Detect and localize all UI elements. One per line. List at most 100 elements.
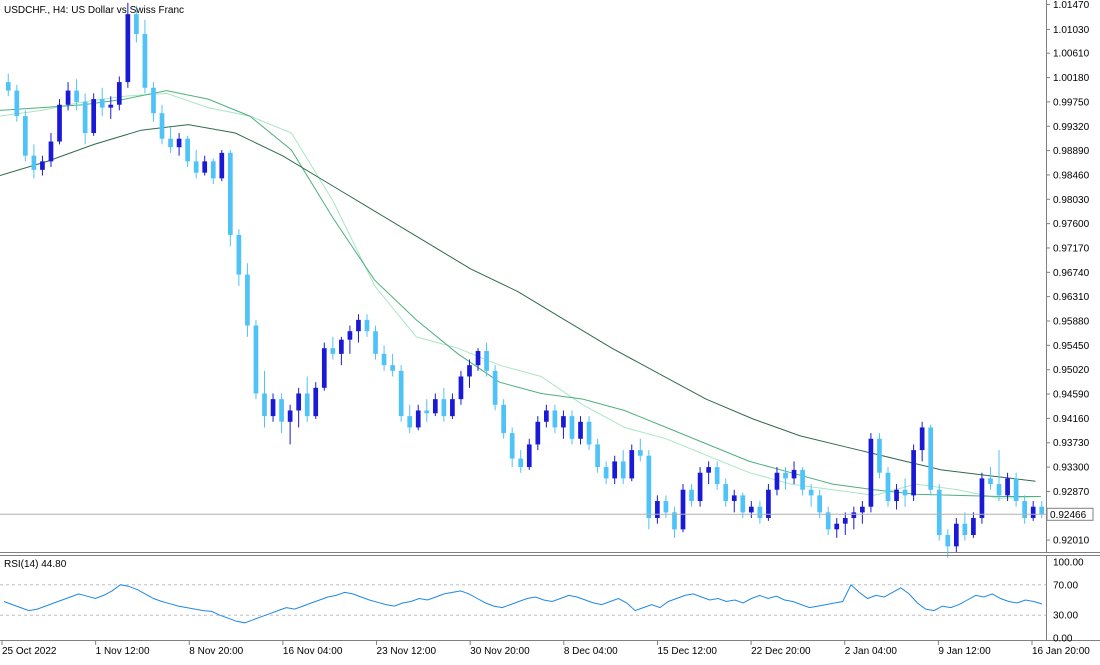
candle-body bbox=[706, 467, 711, 473]
candle-body bbox=[253, 325, 259, 394]
price-tick-label: 0.92010 bbox=[1053, 536, 1090, 547]
price-tick-label: 0.93730 bbox=[1053, 438, 1090, 449]
candle-body bbox=[245, 274, 250, 326]
price-tick-label: 0.96740 bbox=[1053, 268, 1090, 279]
rsi-tick-label: 70.00 bbox=[1053, 580, 1078, 591]
rsi-title: RSI(14) 44.80 bbox=[4, 559, 67, 570]
price-tick-label: 0.99750 bbox=[1053, 97, 1090, 108]
price-tick-label: 1.00610 bbox=[1053, 49, 1090, 60]
candle-body bbox=[1030, 506, 1036, 519]
candle-body bbox=[373, 331, 378, 354]
candle-body bbox=[774, 472, 780, 490]
candle-body bbox=[689, 489, 694, 502]
candle-body bbox=[953, 523, 959, 547]
candle-body bbox=[603, 467, 609, 479]
candle-body bbox=[757, 506, 763, 519]
chart-title: USDCHF., H4: US Dollar vs Swiss Franc bbox=[4, 5, 184, 16]
candle-body bbox=[800, 469, 805, 490]
candle-body bbox=[31, 155, 37, 170]
candle-body bbox=[193, 161, 199, 173]
moving-average-line-3 bbox=[0, 124, 1036, 482]
candle-body bbox=[817, 495, 823, 513]
price-tick-label: 0.94160 bbox=[1053, 414, 1090, 425]
candle-body bbox=[902, 489, 908, 496]
price-tick-label: 1.01030 bbox=[1053, 25, 1090, 36]
candle-body bbox=[663, 501, 669, 513]
candle-body bbox=[313, 387, 319, 417]
candle-body bbox=[23, 116, 28, 156]
candle-body bbox=[791, 469, 797, 479]
candle-body bbox=[501, 404, 506, 434]
candle-body bbox=[646, 455, 652, 519]
candle-body bbox=[467, 365, 472, 377]
time-tick-label: 30 Nov 20:00 bbox=[470, 646, 530, 657]
candle-body bbox=[125, 14, 131, 83]
candle-body bbox=[655, 501, 660, 519]
candle-body bbox=[210, 161, 216, 179]
price-tick-label: 0.98460 bbox=[1053, 170, 1090, 181]
candle-body bbox=[561, 416, 566, 428]
price-tick-label: 0.98030 bbox=[1053, 195, 1090, 206]
candle-body bbox=[339, 339, 344, 354]
candle-body bbox=[441, 399, 447, 417]
candle-body bbox=[851, 512, 857, 519]
candle-body bbox=[364, 319, 370, 332]
rsi-panel: 100.00 70.00 30.00 0.00 RSI(14) 44.80 bbox=[0, 555, 1100, 645]
candle-body bbox=[783, 472, 788, 479]
candle-body bbox=[134, 14, 139, 34]
candle-body bbox=[415, 410, 421, 428]
main-panel: 1.01470 1.01030 1.00610 1.00180 0.99750 0.993… bbox=[0, 0, 1100, 558]
rsi-axis: 100.00 70.00 30.00 0.00 bbox=[1053, 558, 1084, 645]
price-tick-label: 0.96310 bbox=[1053, 292, 1090, 303]
time-axis: 25 Oct 2022 1 Nov 12:00 8 Nov 20:00 16 Nov … bbox=[1, 640, 1090, 657]
candle-body bbox=[287, 410, 293, 422]
candle-body bbox=[424, 410, 430, 414]
candle-body bbox=[748, 506, 754, 513]
price-tick-label: 0.92870 bbox=[1053, 487, 1090, 498]
candle-body bbox=[808, 489, 814, 496]
current-price-label: 0.92466 bbox=[1050, 510, 1087, 521]
candle-body bbox=[116, 82, 122, 105]
candle-body bbox=[176, 138, 182, 148]
rsi-tick-label: 30.00 bbox=[1053, 611, 1078, 622]
candle-body bbox=[877, 438, 882, 473]
candle-body bbox=[57, 104, 62, 142]
candle-body bbox=[330, 348, 336, 354]
rsi-tick-label: 0.00 bbox=[1053, 634, 1073, 645]
price-tick-label: 1.01470 bbox=[1053, 0, 1090, 11]
rsi-tick-label: 100.00 bbox=[1053, 558, 1084, 569]
candle-body bbox=[14, 90, 20, 117]
candle-body bbox=[1013, 478, 1019, 502]
candle-body bbox=[988, 478, 993, 485]
candle-body bbox=[620, 461, 626, 479]
candle-body bbox=[928, 427, 934, 490]
price-tick-label: 0.98890 bbox=[1053, 146, 1090, 157]
candle-body bbox=[279, 399, 284, 422]
candle-body bbox=[629, 450, 635, 479]
price-tick-label: 0.95020 bbox=[1053, 365, 1090, 376]
candle-body bbox=[492, 370, 498, 405]
candle-body bbox=[270, 399, 276, 417]
candle-body bbox=[5, 82, 11, 91]
price-tick-label: 0.95450 bbox=[1053, 341, 1090, 352]
rsi-line bbox=[3, 583, 1043, 624]
candle-body bbox=[1005, 478, 1010, 496]
candle-body bbox=[65, 90, 71, 105]
price-tick-label: 1.00180 bbox=[1053, 73, 1090, 84]
candle-body bbox=[979, 478, 985, 519]
candle-body bbox=[219, 152, 225, 179]
candle-body bbox=[672, 512, 677, 530]
candle-body bbox=[518, 458, 524, 468]
candle-body bbox=[1039, 506, 1045, 515]
candle-body bbox=[971, 518, 976, 536]
candle-body bbox=[578, 421, 583, 439]
candle-body bbox=[996, 484, 1002, 496]
time-tick-label: 16 Nov 04:00 bbox=[283, 646, 343, 657]
time-tick-label: 23 Nov 12:00 bbox=[377, 646, 437, 657]
time-tick-label: 8 Dec 04:00 bbox=[564, 646, 618, 657]
rsi-levels bbox=[0, 584, 1046, 616]
candle-body bbox=[919, 427, 925, 451]
current-price-box bbox=[1046, 507, 1094, 521]
